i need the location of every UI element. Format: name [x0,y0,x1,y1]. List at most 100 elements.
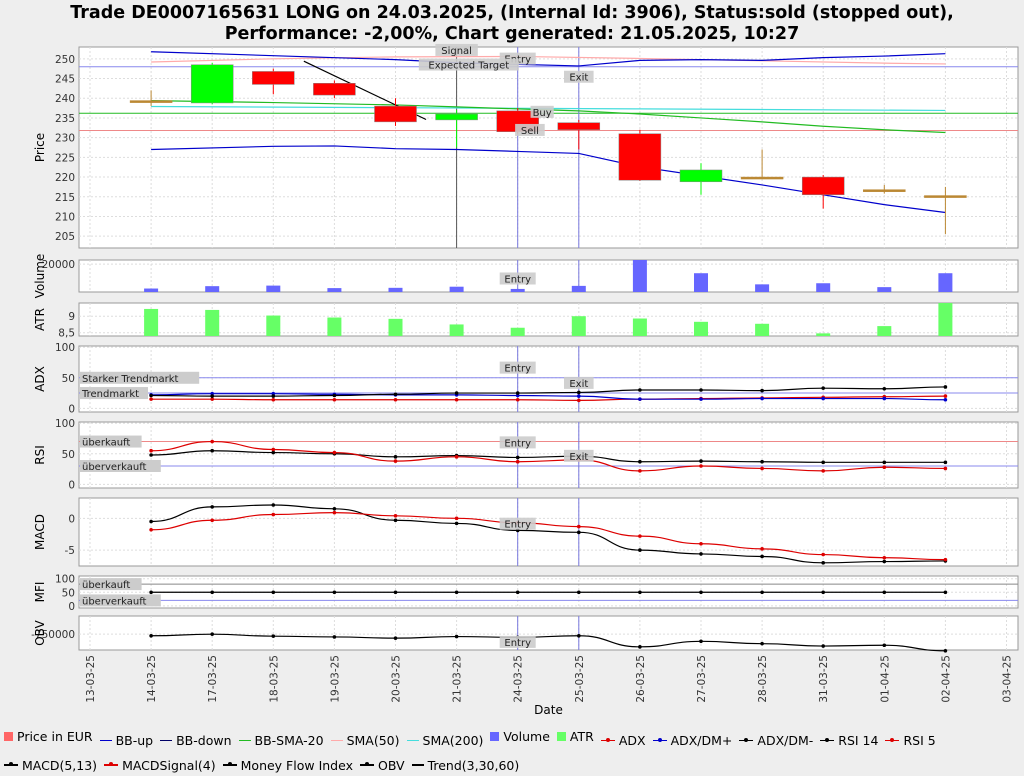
annotation-box [499,517,536,530]
reference-label-box [80,578,142,591]
series-point [454,521,459,526]
x-tick-label: 02-04-25 [940,655,952,703]
candle-body [313,83,356,96]
atr-bar [694,321,708,336]
y-tick-label: 230 [55,133,75,145]
legend-label: BB-up [115,732,154,748]
legend-swatch [739,737,754,742]
series-point [210,439,214,444]
series-point [515,459,520,464]
bb-sma20-line [151,100,946,134]
x-tick-label: 21-03-25 [452,655,464,703]
legend-swatch [222,762,237,767]
reference-label: überkauft [82,438,130,449]
legend-swatch [330,739,343,741]
series-point [332,590,337,595]
series-point [393,392,398,397]
annotation-label: Exit [569,452,588,463]
series-point [393,590,398,595]
candle-body [190,64,234,104]
legend-swatch [104,762,119,767]
volume-bar [938,273,953,292]
series-point [577,530,581,535]
series-point [699,590,703,595]
series-point [943,460,948,465]
bb-up-line [151,51,946,67]
atr-bar [510,327,525,336]
y-axis-label: Price [33,133,47,162]
atr-bar [571,316,586,336]
y-tick-label: 50 [62,449,75,461]
series-point [393,636,398,640]
volume-bar [877,287,892,292]
series-point [149,448,153,453]
annotation-box [515,123,545,136]
series-point [149,590,153,595]
series-point [882,465,887,470]
series-point [943,557,948,562]
y-tick-label: 50 [62,587,75,599]
y-tick-label: 210 [55,211,75,223]
series-point [760,388,764,393]
series-point [515,455,520,460]
legend-swatch [490,732,500,741]
reference-label-box [80,435,142,448]
y-tick-label: 235 [55,113,75,125]
series-point [821,552,825,557]
reference-label-box [80,387,148,400]
legend-item: OBV [359,755,405,776]
reference-label: überverkauft [82,596,147,607]
y-tick-label: 245 [55,74,75,86]
series-point [882,386,887,391]
volume-bar [327,288,342,292]
annotation-label: Entry [504,438,531,449]
series-point [760,459,764,464]
series-point [210,397,214,401]
legend-item: SMA(50) [330,730,400,751]
y-tick-label: 50 [62,373,75,385]
legend-swatch [556,732,566,741]
atr-bar [266,315,281,336]
y-tick-label: 100 [55,418,75,430]
series-point [210,448,214,453]
series-point [638,645,642,649]
legend-label: SMA(200) [422,732,484,748]
legend-item: ADX/DM- [739,730,813,751]
legend-item: MACD(5,13) [4,755,97,776]
x-tick-label: 14-03-25 [146,655,158,703]
y-axis-label: RSI [33,445,47,465]
candle-body [801,176,845,196]
series-point [332,393,337,398]
series-point [271,450,276,455]
x-tick-label: 17-03-25 [207,655,219,703]
legend-label: RSI 14 [838,732,879,748]
y-tick-label: 8,5 [58,328,75,340]
series-point [638,469,642,473]
candle-body [374,105,417,123]
series-point [271,397,276,402]
series-point [271,512,276,517]
atr-bar [205,309,220,336]
panel-rsi [78,421,1019,489]
annotation-box [499,436,536,449]
volume-bar [755,284,770,292]
series-point [638,397,642,401]
annotation-box [564,376,594,389]
series-point [332,507,337,511]
series-point [393,459,398,463]
series-point [943,397,948,402]
annotation-box [499,272,536,285]
series-point [210,394,214,398]
series-point [454,516,459,521]
legend-swatch [820,737,835,742]
legend-swatch [885,737,900,742]
series-point [760,547,764,551]
y-axis-label: Volume [33,254,47,299]
legend-label: ADX/DM- [757,732,814,748]
series-point [760,554,764,559]
volume-bar [449,286,464,292]
panel-atr [78,302,1019,337]
candle-body [863,189,906,192]
series-point [882,643,887,648]
y-tick-label: -750000 [31,629,75,641]
